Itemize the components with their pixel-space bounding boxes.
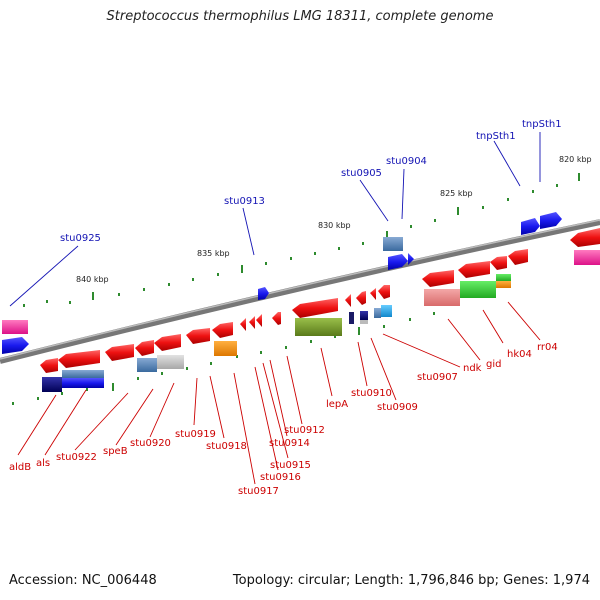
top-leader-lines (9, 132, 541, 307)
feature-box-blue-wide (62, 378, 104, 388)
topology-summary: Topology: circular; Length: 1,796,846 bp… (232, 573, 590, 588)
scale-ticks-lower (12, 312, 435, 405)
gene-arrow-speB (135, 340, 154, 356)
label-stu0920: stu0920 (130, 438, 171, 449)
gene-arrow-ndk (422, 270, 454, 287)
feature-box-green-cap (496, 274, 511, 281)
gene-arrow-gid (458, 261, 490, 278)
feature-box-olive (295, 318, 342, 336)
label-stu0904: stu0904 (386, 156, 427, 167)
gene-arrow-als (58, 350, 100, 368)
label-stu0919: stu0919 (175, 429, 216, 440)
gene-arrow-stu0904 (408, 253, 414, 265)
label-stu0910: stu0910 (351, 388, 392, 399)
feature-boxes (42, 250, 600, 392)
genome-backbone (0, 219, 600, 364)
label-stu0907: stu0907 (417, 372, 458, 383)
feature-box-tiny-blue (360, 311, 368, 320)
scale-label-820: 820 kbp (559, 155, 592, 164)
reverse-strand-genes (40, 228, 600, 373)
label-stu0925: stu0925 (60, 233, 101, 244)
gene-arrow-stu0909 (370, 288, 376, 300)
label-stu0905: stu0905 (341, 168, 382, 179)
gene-arrow-tnpSth1-b (540, 212, 562, 229)
scale-label-835: 835 kbp (197, 249, 230, 258)
gene-arrow-stu0915 (256, 314, 262, 327)
feature-box-salmon (424, 289, 460, 306)
label-stu0916: stu0916 (260, 472, 301, 483)
gene-arrow-lepA (345, 294, 351, 307)
feature-box-orange (214, 341, 237, 356)
label-tnpSth1-a: tnpSth1 (476, 131, 516, 142)
gene-arrow-stu0912 (292, 298, 338, 318)
gene-arrow-hk04 (490, 256, 507, 270)
label-ndk: ndk (463, 363, 482, 374)
gene-arrow-stu0910 (356, 291, 366, 305)
feature-box-steel-lower (137, 358, 157, 372)
bottom-leader-lines (17, 301, 541, 485)
label-stu0913: stu0913 (224, 196, 265, 207)
feature-box-tiny-steel (374, 308, 381, 318)
feature-box-orange-small (496, 281, 511, 288)
label-rr04: rr04 (537, 342, 558, 353)
genome-backbone-highlight (0, 219, 600, 360)
label-speB: speB (103, 446, 128, 457)
label-aldB: aldB (9, 462, 31, 473)
feature-box-pink-right (574, 250, 600, 265)
label-stu0917: stu0917 (238, 486, 279, 497)
feature-box-green (460, 281, 496, 298)
scale-ticks-upper (23, 173, 580, 307)
label-hk04: hk04 (507, 349, 532, 360)
scale-label-830: 830 kbp (318, 221, 351, 230)
feature-box-grey (157, 355, 184, 369)
gene-arrow-stu0917 (240, 318, 246, 331)
label-stu0909: stu0909 (377, 402, 418, 413)
feature-box-tiny-grey (360, 320, 368, 324)
label-stu0918: stu0918 (206, 441, 247, 452)
label-tnpSth1-b: tnpSth1 (522, 119, 562, 130)
scale-label-840: 840 kbp (76, 275, 109, 284)
label-lepA: lepA (326, 399, 348, 410)
label-stu0922: stu0922 (56, 452, 97, 463)
feature-box-navy (42, 377, 62, 392)
label-stu0914: stu0914 (269, 438, 310, 449)
gene-arrow-stu0905 (388, 254, 408, 270)
label-als: als (36, 458, 50, 469)
feature-box-cyan (381, 305, 392, 317)
map-title: Streptococcus thermophilus LMG 18311, co… (106, 9, 494, 24)
gene-arrow-stu0916 (249, 316, 255, 329)
gene-arrow-blue-left (2, 337, 29, 354)
gene-arrow-rr04 (508, 249, 528, 265)
accession-text: Accession: NC_006448 (9, 573, 157, 588)
gene-arrow-aldB (40, 358, 58, 373)
gene-arrow-stu0919 (186, 328, 210, 344)
label-stu0912: stu0912 (284, 425, 325, 436)
gene-arrow-stu0922 (105, 344, 134, 361)
label-gid: gid (486, 359, 501, 370)
gene-arrow-stu0907 (378, 285, 390, 299)
gene-arrow-red-right (570, 228, 600, 247)
gene-arrow-stu0914 (272, 312, 281, 325)
gene-arrow-stu0920 (154, 334, 181, 351)
gene-arrow-tnpSth1-a (521, 218, 540, 235)
forward-strand-genes (2, 212, 562, 354)
label-stu0915: stu0915 (270, 460, 311, 471)
scale-label-825: 825 kbp (440, 189, 473, 198)
gene-box-pink-upper (2, 320, 28, 334)
gene-arrow-stu0918 (212, 322, 233, 338)
feature-box-tiny-navy (349, 312, 354, 324)
gene-box-steel-upper (383, 237, 403, 251)
gene-arrow-blue-mid (258, 287, 269, 300)
feature-box-steel-wide (62, 370, 104, 378)
